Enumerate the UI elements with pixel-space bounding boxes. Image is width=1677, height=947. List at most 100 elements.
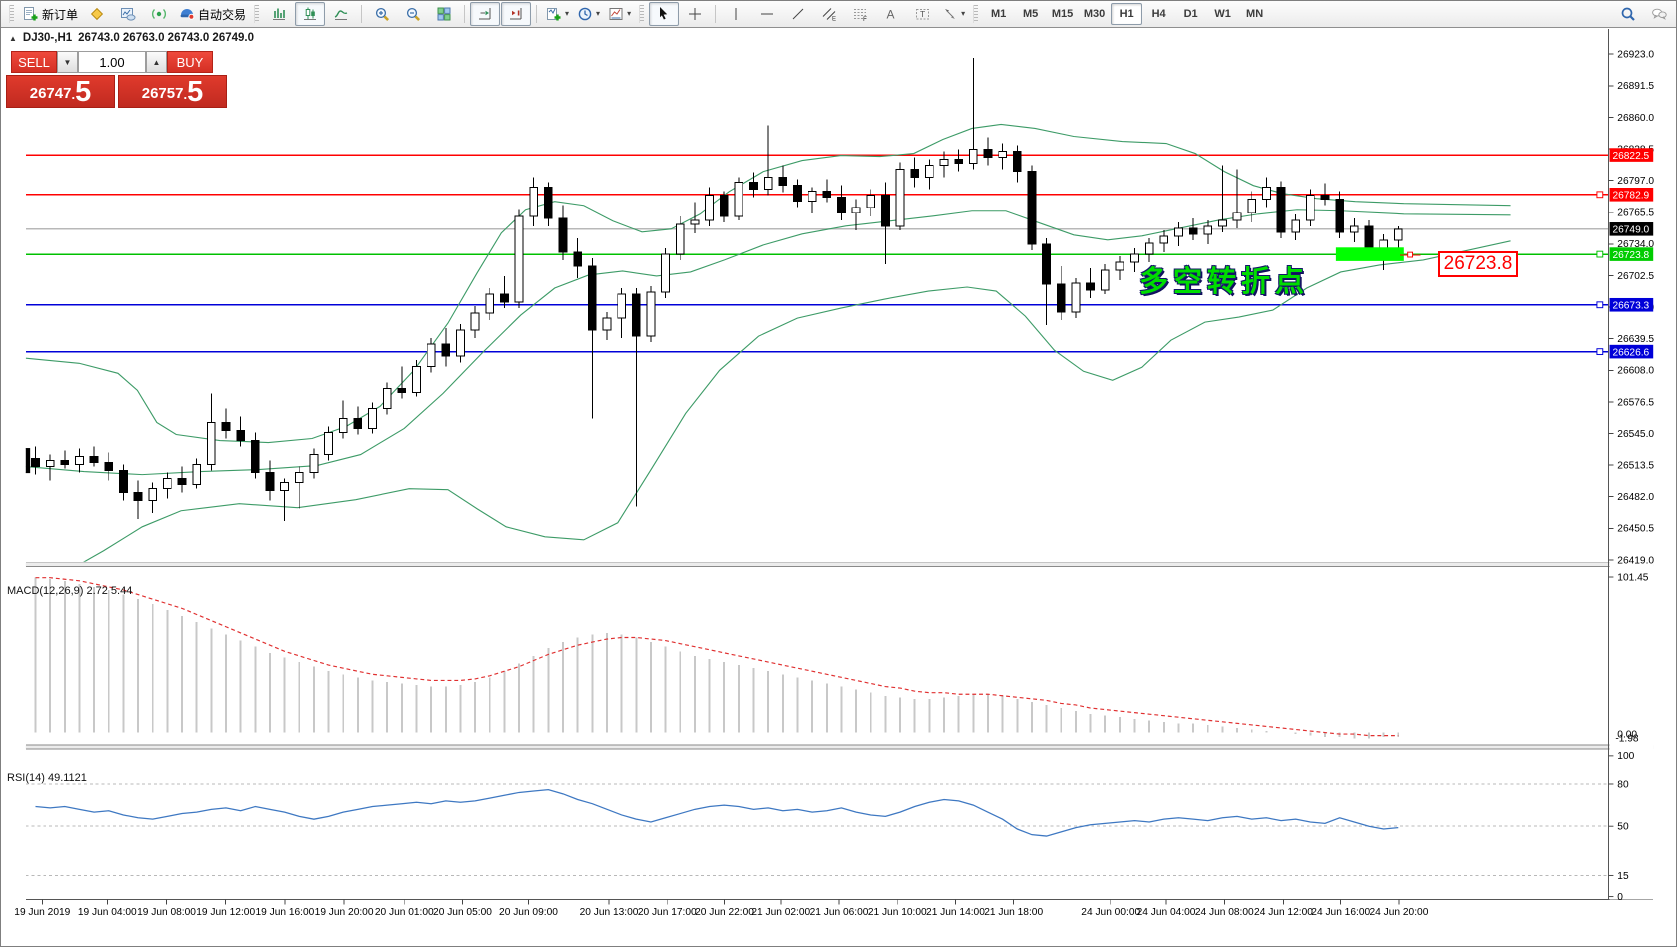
chat-button[interactable] [1644,2,1674,26]
timeframe-button-h4[interactable]: H4 [1151,8,1166,20]
vline-button[interactable] [721,2,751,26]
volume-input[interactable]: 1.00 [78,51,146,73]
label-button[interactable]: T [907,2,937,26]
arrows-button[interactable]: ▾ [938,2,968,26]
price-callout-box[interactable]: 26723.8 [1438,251,1518,277]
search-button[interactable] [1613,2,1643,26]
pane-divider[interactable] [25,562,1654,567]
time-label: 21 Jun 14:00 [926,907,985,918]
timeframe-button-m1[interactable]: M1 [990,8,1007,20]
new-order-label: 新订单 [42,7,79,22]
price-label-26749: 26749.0 [1612,225,1649,236]
new-chart-icon [545,6,562,23]
timeframe-button-w1[interactable]: W1 [1214,8,1231,20]
candle-body [1174,227,1183,237]
candle-body [133,492,143,502]
dropdown-caret-icon[interactable]: ▾ [961,9,966,18]
autotrading-button[interactable]: 自动交易 [175,2,249,26]
tile-windows-button[interactable] [429,2,459,26]
time-label: 19 Jun 08:00 [137,907,196,918]
svg-text:E: E [832,17,836,23]
chart-canvas[interactable]: 26923.026891.526860.026828.526797.026765… [1,29,1677,947]
buy-button[interactable]: BUY [167,51,213,73]
channel-button[interactable]: E [814,2,844,26]
timeframe-button-m15[interactable]: M15 [1051,8,1074,20]
price-label-26723.8: 26723.8 [1612,250,1649,261]
main-toolbar: 新订单 自动交易 ▾ ▾ ▾ E F A T ▾ M1 M5 M15 M30 H1 H4 D1 W1 MN [1,1,1676,28]
candle-body [45,460,55,468]
timeframe-button-h1[interactable]: H1 [1111,3,1143,25]
dropdown-caret-icon[interactable]: ▾ [565,9,570,18]
price-axis-strip[interactable] [1609,29,1654,900]
period-clock-button[interactable]: ▾ [573,2,603,26]
bollinger-lower-band [83,240,1511,562]
sell-price-display[interactable]: 26747 . 5 [6,75,115,108]
toolbar-grip[interactable] [639,5,645,23]
hline-button[interactable] [752,2,782,26]
timeframe-button-m30[interactable]: M30 [1083,8,1106,20]
time-label: 24 Jun 20:00 [1370,907,1429,918]
timeframe-button-mn[interactable]: MN [1246,8,1264,20]
timeframe-button-m5[interactable]: M5 [1022,8,1039,20]
chart-cloud-button[interactable] [113,2,143,26]
volume-down-button[interactable]: ▼ [57,51,78,73]
crosshair-button[interactable] [680,2,710,26]
pane-divider[interactable] [25,745,1654,750]
toolbar-grip[interactable] [973,5,979,23]
auto-scroll-button[interactable] [501,2,532,26]
bar-chart-button[interactable] [264,2,294,26]
hline-marker-26673.3[interactable] [1596,301,1604,309]
fibonacci-button[interactable]: F [845,2,875,26]
new-order-button[interactable]: 新订单 [19,2,81,26]
chart-text-annotation[interactable]: 多空转折点 [1139,266,1310,298]
metaeditor-button[interactable] [82,2,112,26]
zoom-in-button[interactable] [367,2,397,26]
trendline-button[interactable] [783,2,813,26]
candle-body [236,429,246,441]
candle-body [529,187,539,217]
hline-marker-26626.6[interactable] [1596,348,1604,356]
candle-body [573,251,583,267]
toolbar-separator [464,5,466,23]
candle-body [1379,239,1388,249]
hline-marker-26782.9[interactable] [1596,191,1604,199]
autotrading-icon [178,6,195,23]
crosshair-icon [687,6,704,23]
candle-body [866,195,876,209]
candle-body [412,365,421,393]
zoom-out-button[interactable] [398,2,428,26]
callout-anchor-marker [1407,251,1414,258]
candle-body [60,460,70,466]
toolbar-grip[interactable] [9,5,14,23]
edge-candle [25,448,31,474]
bollinger-upper-band [25,123,1511,444]
price-tick-label: 26860.0 [1617,113,1654,124]
candle-body [1276,187,1286,233]
price-tick-label: 26450.5 [1617,524,1654,535]
candle-body [1393,228,1403,241]
time-label: 20 Jun 01:00 [375,907,434,918]
price-label-bg [1609,297,1654,312]
template-button[interactable]: ▾ [604,2,634,26]
toolbar-grip[interactable] [254,5,260,23]
candle-body [617,293,627,319]
collapse-ohlc-icon[interactable]: ▲ [9,33,17,43]
dropdown-caret-icon[interactable]: ▾ [596,9,601,18]
line-chart-button[interactable] [326,2,356,26]
hline-marker-26723.8[interactable] [1596,250,1604,258]
price-tick-label: 26419.0 [1617,555,1654,566]
candle-body [895,169,905,227]
volume-up-button[interactable]: ▲ [146,51,167,73]
lime-rect-object[interactable] [1335,247,1404,261]
buy-price-display[interactable]: 26757 . 5 [118,75,227,108]
chart-shift-button[interactable] [470,2,501,26]
signals-button[interactable] [144,2,174,26]
timeframe-button-d1[interactable]: D1 [1183,8,1198,20]
dropdown-caret-icon[interactable]: ▾ [627,9,632,18]
new-chart-button[interactable]: ▾ [542,2,572,26]
sell-button[interactable]: SELL [11,51,57,73]
candlestick-chart-button[interactable] [295,2,326,26]
text-button[interactable]: A [876,2,906,26]
cursor-button[interactable] [649,2,680,26]
candlestick-chart-icon [302,6,319,23]
